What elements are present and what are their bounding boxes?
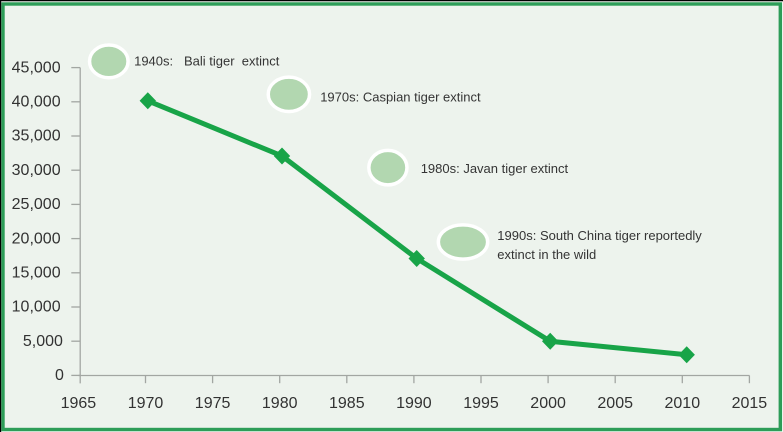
svg-text:45,000: 45,000 (12, 59, 61, 76)
svg-text:1990s: South China tiger repor: 1990s: South China tiger reportedly (497, 228, 702, 243)
svg-text:2015: 2015 (732, 395, 768, 412)
svg-text:1970: 1970 (128, 395, 164, 412)
svg-text:1970s: Caspian tiger extinct: 1970s: Caspian tiger extinct (320, 89, 481, 104)
svg-text:20,000: 20,000 (12, 230, 61, 247)
svg-text:25,000: 25,000 (12, 196, 61, 213)
svg-text:1980: 1980 (262, 395, 298, 412)
svg-text:35,000: 35,000 (12, 128, 61, 145)
svg-text:1975: 1975 (195, 395, 231, 412)
svg-text:extinct in the wild: extinct in the wild (497, 247, 596, 262)
svg-text:1940s: Bali tiger extinct: 1940s: Bali tiger extinct (134, 54, 280, 69)
svg-text:2005: 2005 (597, 395, 633, 412)
svg-text:15,000: 15,000 (12, 265, 61, 282)
svg-text:1965: 1965 (61, 395, 97, 412)
svg-text:1995: 1995 (463, 395, 499, 412)
svg-text:2000: 2000 (530, 395, 566, 412)
svg-text:1985: 1985 (329, 395, 365, 412)
svg-text:1990: 1990 (396, 395, 432, 412)
svg-text:10,000: 10,000 (12, 299, 61, 316)
svg-text:1980s: Javan tiger extinct: 1980s: Javan tiger extinct (421, 161, 569, 176)
svg-text:2010: 2010 (665, 395, 701, 412)
svg-text:0: 0 (55, 367, 64, 384)
svg-text:40,000: 40,000 (12, 94, 61, 111)
svg-text:5,000: 5,000 (23, 333, 63, 350)
svg-text:30,000: 30,000 (12, 162, 61, 179)
